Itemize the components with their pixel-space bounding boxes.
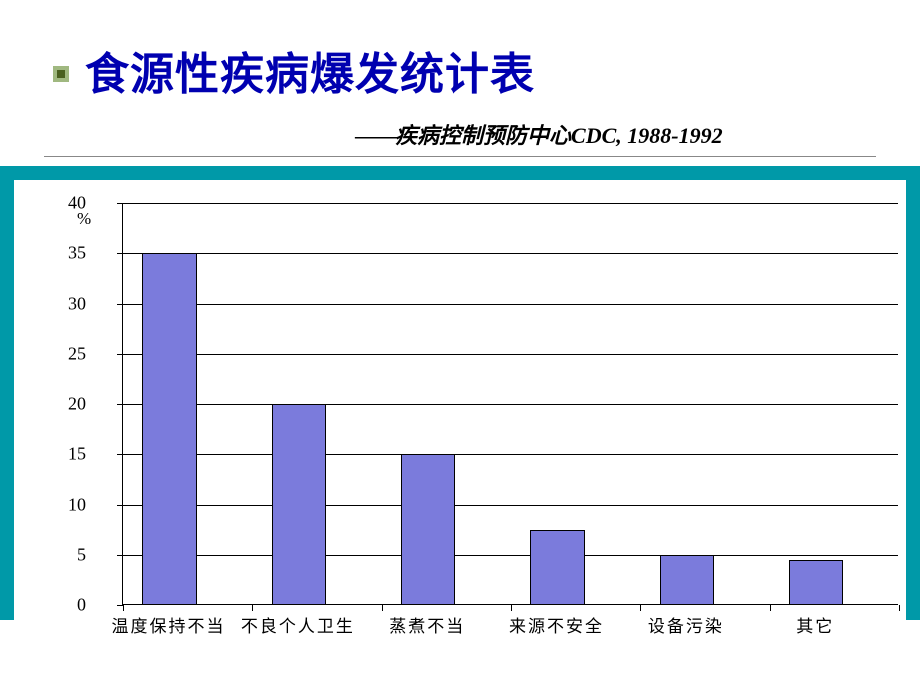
category-label: 不良个人卫生 [241,612,355,637]
bar [789,560,843,605]
gridline [123,304,898,305]
x-tick [899,605,900,611]
y-tick-label: 30 [36,293,86,314]
y-tick-label: 15 [36,444,86,465]
gridline [123,505,898,506]
y-tick-label: 10 [36,494,86,515]
category-label: 设备污染 [648,612,724,637]
bullet-icon [53,66,69,82]
x-tick [252,605,253,611]
gridline [123,404,898,405]
bar [142,253,196,605]
y-tick-label: 20 [36,394,86,415]
y-tick [117,454,123,455]
title-underline [44,156,876,157]
slide: 食源性疾病爆发统计表 —— 疾病控制预防中心 CDC, 1988-1992 % … [0,0,920,690]
y-tick-label: 35 [36,243,86,264]
y-tick [117,253,123,254]
category-label: 其它 [796,612,834,637]
gridline [123,454,898,455]
y-tick [117,555,123,556]
subtitle-text: 疾病控制预防中心 [395,118,571,150]
x-tick [640,605,641,611]
y-tick-label: 40 [36,193,86,214]
chart: % 0510152025303540温度保持不当不良个人卫生蒸煮不当来源不安全设… [0,166,920,690]
gridline [123,354,898,355]
y-tick-label: 25 [36,343,86,364]
y-tick [117,404,123,405]
x-tick [511,605,512,611]
page-title: 食源性疾病爆发统计表 [85,38,890,102]
chart-frame: % 0510152025303540温度保持不当不良个人卫生蒸煮不当来源不安全设… [0,166,920,620]
category-label: 蒸煮不当 [389,612,465,637]
y-tick [117,354,123,355]
subtitle: —— 疾病控制预防中心 CDC, 1988-1992 [85,118,890,150]
bar [272,404,326,605]
x-tick [770,605,771,611]
y-tick-label: 0 [36,595,86,616]
bar [660,555,714,605]
x-tick [382,605,383,611]
category-label: 温度保持不当 [112,612,226,637]
y-tick [117,203,123,204]
subtitle-cdc: CDC, 1988-1992 [571,123,723,149]
subtitle-dash: —— [355,123,395,149]
plot-area [122,203,898,605]
y-tick [117,505,123,506]
x-tick [123,605,124,611]
bar [530,530,584,605]
y-tick [117,304,123,305]
gridline [123,253,898,254]
gridline [123,203,898,204]
bar [401,454,455,605]
category-label: 来源不安全 [509,612,604,637]
title-area: 食源性疾病爆发统计表 —— 疾病控制预防中心 CDC, 1988-1992 [0,0,920,150]
y-tick-label: 5 [36,544,86,565]
gridline [123,555,898,556]
